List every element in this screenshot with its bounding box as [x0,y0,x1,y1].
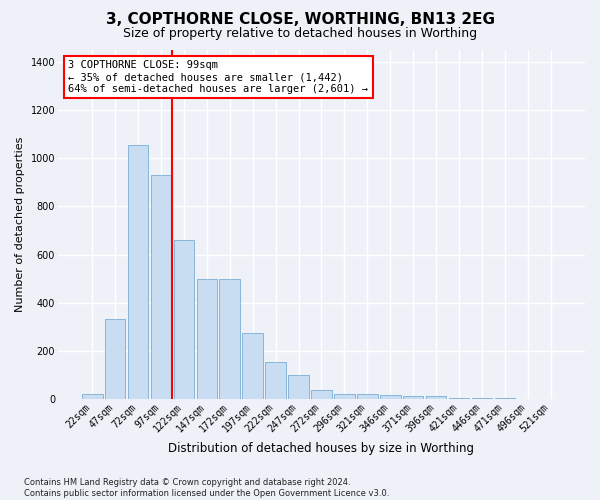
Bar [220,278,240,399]
Bar [105,320,125,399]
Bar [265,362,286,399]
Y-axis label: Number of detached properties: Number of detached properties [15,137,25,312]
Bar [151,175,172,399]
X-axis label: Distribution of detached houses by size in Worthing: Distribution of detached houses by size … [169,442,475,455]
Bar [197,278,217,399]
Text: Size of property relative to detached houses in Worthing: Size of property relative to detached ho… [123,28,477,40]
Bar [82,394,103,399]
Bar [426,396,446,399]
Bar [449,398,469,399]
Bar [472,398,492,399]
Bar [380,394,401,399]
Text: 3 COPTHORNE CLOSE: 99sqm
← 35% of detached houses are smaller (1,442)
64% of sem: 3 COPTHORNE CLOSE: 99sqm ← 35% of detach… [68,60,368,94]
Bar [128,145,148,399]
Bar [173,240,194,399]
Bar [357,394,377,399]
Bar [311,390,332,399]
Bar [288,375,309,399]
Text: Contains HM Land Registry data © Crown copyright and database right 2024.
Contai: Contains HM Land Registry data © Crown c… [24,478,389,498]
Bar [403,396,424,399]
Bar [242,332,263,399]
Bar [334,394,355,399]
Text: 3, COPTHORNE CLOSE, WORTHING, BN13 2EG: 3, COPTHORNE CLOSE, WORTHING, BN13 2EG [106,12,494,28]
